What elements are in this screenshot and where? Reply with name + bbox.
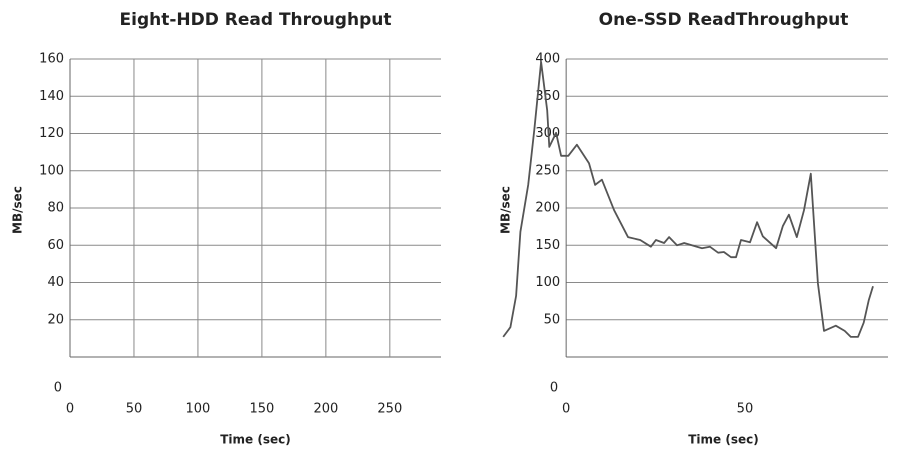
y-tick-label: 160: [39, 52, 64, 67]
x-axis-label: Time (sec): [688, 433, 758, 447]
y-axis-label: MB/sec: [499, 186, 513, 234]
y-tick-label: 40: [47, 275, 64, 290]
y-tick-label: 400: [535, 52, 560, 67]
x-tick-label: 100: [186, 402, 211, 417]
x-axis-label: Time (sec): [220, 433, 290, 447]
data-line: [502, 61, 874, 338]
y-axis-label: MB/sec: [11, 186, 25, 234]
y-tick-label: 150: [535, 238, 560, 253]
y-tick-label: 50: [544, 312, 561, 327]
y-tick-label: 20: [47, 312, 64, 327]
y-tick-label: 80: [47, 201, 64, 216]
y-tick-label: 200: [535, 201, 560, 216]
y-tick-label: 0: [550, 381, 558, 396]
x-tick-label: 200: [313, 402, 338, 417]
chart-title: One-SSD ReadThroughput: [599, 10, 849, 30]
y-tick-label: 100: [535, 275, 560, 290]
x-tick-label: 50: [737, 402, 754, 417]
y-tick-label: 350: [535, 89, 560, 104]
y-tick-label: 250: [535, 163, 560, 178]
x-tick-label: 250: [377, 402, 402, 417]
x-tick-label: 50: [126, 402, 143, 417]
y-tick-label: 100: [39, 163, 64, 178]
y-tick-label: 0: [54, 381, 62, 396]
y-tick-label: 120: [39, 126, 64, 141]
x-tick-label: 150: [249, 402, 274, 417]
x-tick-label: 0: [562, 402, 570, 417]
chart-title: Eight-HDD Read Throughput: [120, 10, 392, 30]
y-tick-label: 140: [39, 89, 64, 104]
x-tick-label: 0: [66, 402, 74, 417]
y-tick-label: 60: [47, 238, 64, 253]
